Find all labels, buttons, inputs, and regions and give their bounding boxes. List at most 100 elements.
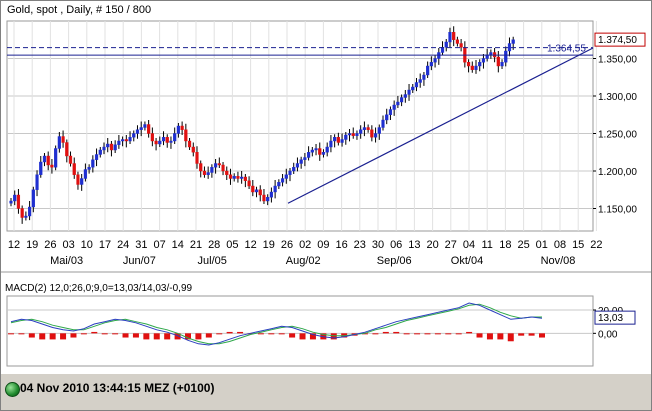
candle-down xyxy=(336,137,340,143)
candle-up xyxy=(362,127,366,130)
candle-down xyxy=(470,65,474,70)
macd-series xyxy=(8,302,545,346)
candle-up xyxy=(314,148,318,151)
candle-down xyxy=(217,163,221,166)
x-month-label: Okt/04 xyxy=(451,255,483,267)
macd-histogram-bar xyxy=(476,333,483,338)
x-day-label: 19 xyxy=(263,239,275,251)
chart-canvas[interactable]: 1.364,55 1.350,00 1.300,00 1.250,00 1.200,0… xyxy=(1,1,651,373)
macd-histogram-bar xyxy=(528,333,535,336)
x-day-label: 07 xyxy=(153,239,165,251)
candle-down xyxy=(124,139,128,142)
candle-up xyxy=(489,52,493,55)
candle-down xyxy=(61,136,65,143)
candle-down xyxy=(318,148,322,155)
signal-line xyxy=(10,303,542,345)
candle-up xyxy=(295,163,300,168)
candle-down xyxy=(225,170,229,175)
candle-down xyxy=(65,142,69,157)
macd-histogram-bar xyxy=(434,333,441,335)
candle-down xyxy=(109,143,114,151)
candle-up xyxy=(39,161,43,175)
candle-up xyxy=(24,215,28,218)
last-price-box xyxy=(594,32,646,47)
candle-up xyxy=(381,119,385,128)
candle-up xyxy=(139,127,143,130)
macd-histogram-bar xyxy=(309,333,316,340)
x-day-label: 06 xyxy=(390,239,402,251)
x-day-label: 08 xyxy=(554,239,566,251)
x-month-label: Nov/08 xyxy=(541,255,576,267)
x-day-label: 26 xyxy=(281,239,293,251)
candle-up xyxy=(310,149,314,153)
x-month-label: Mai/03 xyxy=(50,255,83,267)
candle-up xyxy=(392,104,396,110)
connection-status-icon xyxy=(5,382,20,397)
macd-histogram-bar xyxy=(414,333,421,335)
macd-histogram-bar xyxy=(486,333,493,340)
x-day-label: 15 xyxy=(572,239,584,251)
candle-up xyxy=(240,176,244,179)
status-bar: 04 Nov 2010 13:44:15 MEZ (+0100) xyxy=(1,373,651,410)
macd-histogram-bar xyxy=(289,333,296,338)
candle-up xyxy=(57,136,61,149)
x-day-label: 02 xyxy=(299,239,311,251)
candle-up xyxy=(448,32,452,43)
macd-histogram-bar xyxy=(226,331,233,334)
candle-up xyxy=(284,174,288,179)
candle-up xyxy=(54,148,58,168)
candle-down xyxy=(16,194,21,209)
candle-up xyxy=(35,174,39,190)
macd-value-box xyxy=(594,310,636,325)
candle-up xyxy=(269,191,273,198)
x-axis: 12 19 26 03 10 17 24 31 07 14 21 28 05 12 19 26 02 09 16 23… xyxy=(1,239,651,273)
macd-histogram-bar xyxy=(247,333,254,335)
candle-up xyxy=(333,137,337,142)
macd-histogram-bar xyxy=(28,333,35,338)
candle-up xyxy=(176,125,180,134)
candle-up xyxy=(113,144,117,151)
candle-up xyxy=(80,178,84,185)
candle-down xyxy=(202,170,207,175)
x-day-label: 12 xyxy=(8,239,20,251)
candle-down xyxy=(247,180,251,187)
macd-histogram-bar xyxy=(195,333,202,340)
macd-histogram-bar xyxy=(174,333,181,340)
macd-label: MACD(2) 12,0;26,0;9,0=13,03/14,03/-0,99 xyxy=(5,283,193,294)
price-tick-label: 1.200,00 xyxy=(598,167,637,178)
candle-down xyxy=(150,133,154,142)
candle-up xyxy=(347,133,352,136)
candle-up xyxy=(161,137,166,142)
macd-histogram-bar xyxy=(164,333,171,340)
price-tick-label: 1.150,00 xyxy=(598,205,637,216)
candle-up xyxy=(292,167,296,172)
x-day-label: 11 xyxy=(481,239,492,251)
chart-title: Gold, spot , Daily, # 150 / 800 xyxy=(7,4,151,16)
candle-up xyxy=(169,140,173,143)
macd-histogram-bar xyxy=(132,333,139,338)
candle-down xyxy=(452,32,456,40)
candle-up xyxy=(422,74,426,80)
candle-up xyxy=(106,143,110,148)
candle-up xyxy=(307,152,311,158)
macd-histogram-bar xyxy=(268,333,275,335)
candle-up xyxy=(31,189,35,208)
candle-down xyxy=(236,176,240,179)
macd-histogram-bar xyxy=(539,333,545,338)
macd-tick-label: 0,00 xyxy=(598,329,618,340)
x-month-label: Aug/02 xyxy=(286,255,321,267)
candle-down xyxy=(191,146,195,153)
price-tick-label: 1.350,00 xyxy=(598,55,637,66)
x-day-label: 20 xyxy=(426,239,438,251)
macd-histogram-bar xyxy=(39,333,46,340)
candle-up xyxy=(9,200,13,204)
x-day-label: 30 xyxy=(372,239,384,251)
candle-up xyxy=(173,133,177,142)
candle-down xyxy=(184,129,188,142)
price-tick-label: 1.250,00 xyxy=(598,130,637,141)
macd-histogram-bar xyxy=(205,333,212,338)
candle-down xyxy=(258,189,262,196)
macd-histogram-bar xyxy=(60,333,67,340)
candle-down xyxy=(466,62,471,67)
